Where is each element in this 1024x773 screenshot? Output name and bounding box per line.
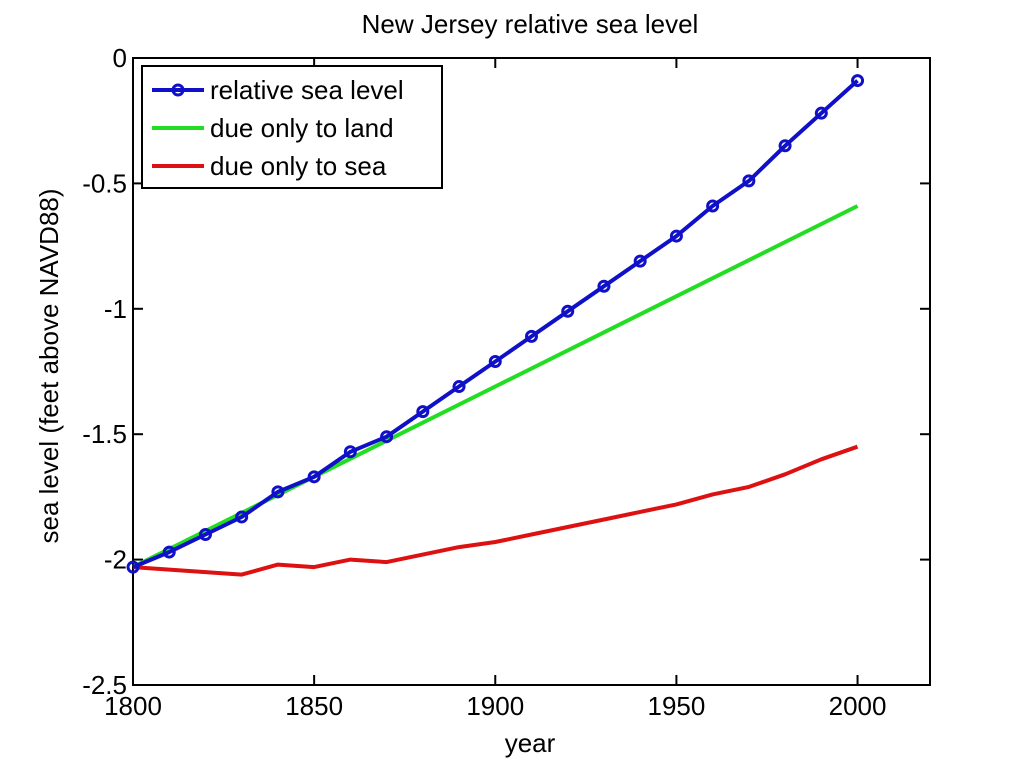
x-tick-label: 2000 xyxy=(829,691,887,721)
series-line-relative-sea-level xyxy=(132,79,859,569)
data-point xyxy=(452,380,466,394)
legend-label: due only to land xyxy=(210,113,394,143)
data-point xyxy=(488,354,502,368)
y-tick-label: -1.5 xyxy=(82,419,127,449)
legend-label: relative sea level xyxy=(210,75,404,105)
x-tick-label: 1850 xyxy=(285,691,343,721)
data-point xyxy=(669,229,683,243)
data-point xyxy=(307,470,321,484)
data-point xyxy=(162,545,176,559)
data-point xyxy=(198,528,212,542)
data-point xyxy=(271,485,285,499)
data-point xyxy=(706,199,720,213)
x-tick-label: 1800 xyxy=(104,691,162,721)
data-point xyxy=(814,106,828,120)
axis-ticks: 1800 1850 1900 1950 2000 0 -0.5 -1 -1.5 -2 -2.5 xyxy=(82,43,930,721)
data-point xyxy=(525,329,538,343)
y-tick-label: -1 xyxy=(104,294,127,324)
data-point xyxy=(416,405,430,419)
data-point xyxy=(633,254,647,268)
data-point xyxy=(561,304,575,318)
x-tick-label: 1900 xyxy=(466,691,524,721)
x-tick-label: 1950 xyxy=(647,691,705,721)
legend-label: due only to sea xyxy=(210,151,387,181)
series-line-due-only-to-sea xyxy=(132,444,859,577)
data-point xyxy=(126,560,140,574)
data-point xyxy=(778,139,792,153)
y-tick-label: -0.5 xyxy=(82,168,127,198)
data-point xyxy=(851,74,865,88)
data-point xyxy=(343,445,357,459)
y-axis-label: sea level (feet above NAVD88) xyxy=(34,188,64,543)
chart-title: New Jersey relative sea level xyxy=(362,9,699,39)
y-tick-label: -2.5 xyxy=(82,670,127,700)
x-axis-label: year xyxy=(505,728,556,758)
series-layer xyxy=(126,74,865,577)
data-point xyxy=(235,510,249,524)
y-tick-label: -2 xyxy=(104,545,127,575)
y-tick-label: 0 xyxy=(113,43,127,73)
legend: relative sea level due only to land due on… xyxy=(141,65,443,189)
legend-marker xyxy=(171,83,185,97)
data-point xyxy=(742,174,756,188)
data-point xyxy=(597,279,611,293)
data-point xyxy=(380,430,394,444)
plot-area-frame xyxy=(132,57,931,686)
